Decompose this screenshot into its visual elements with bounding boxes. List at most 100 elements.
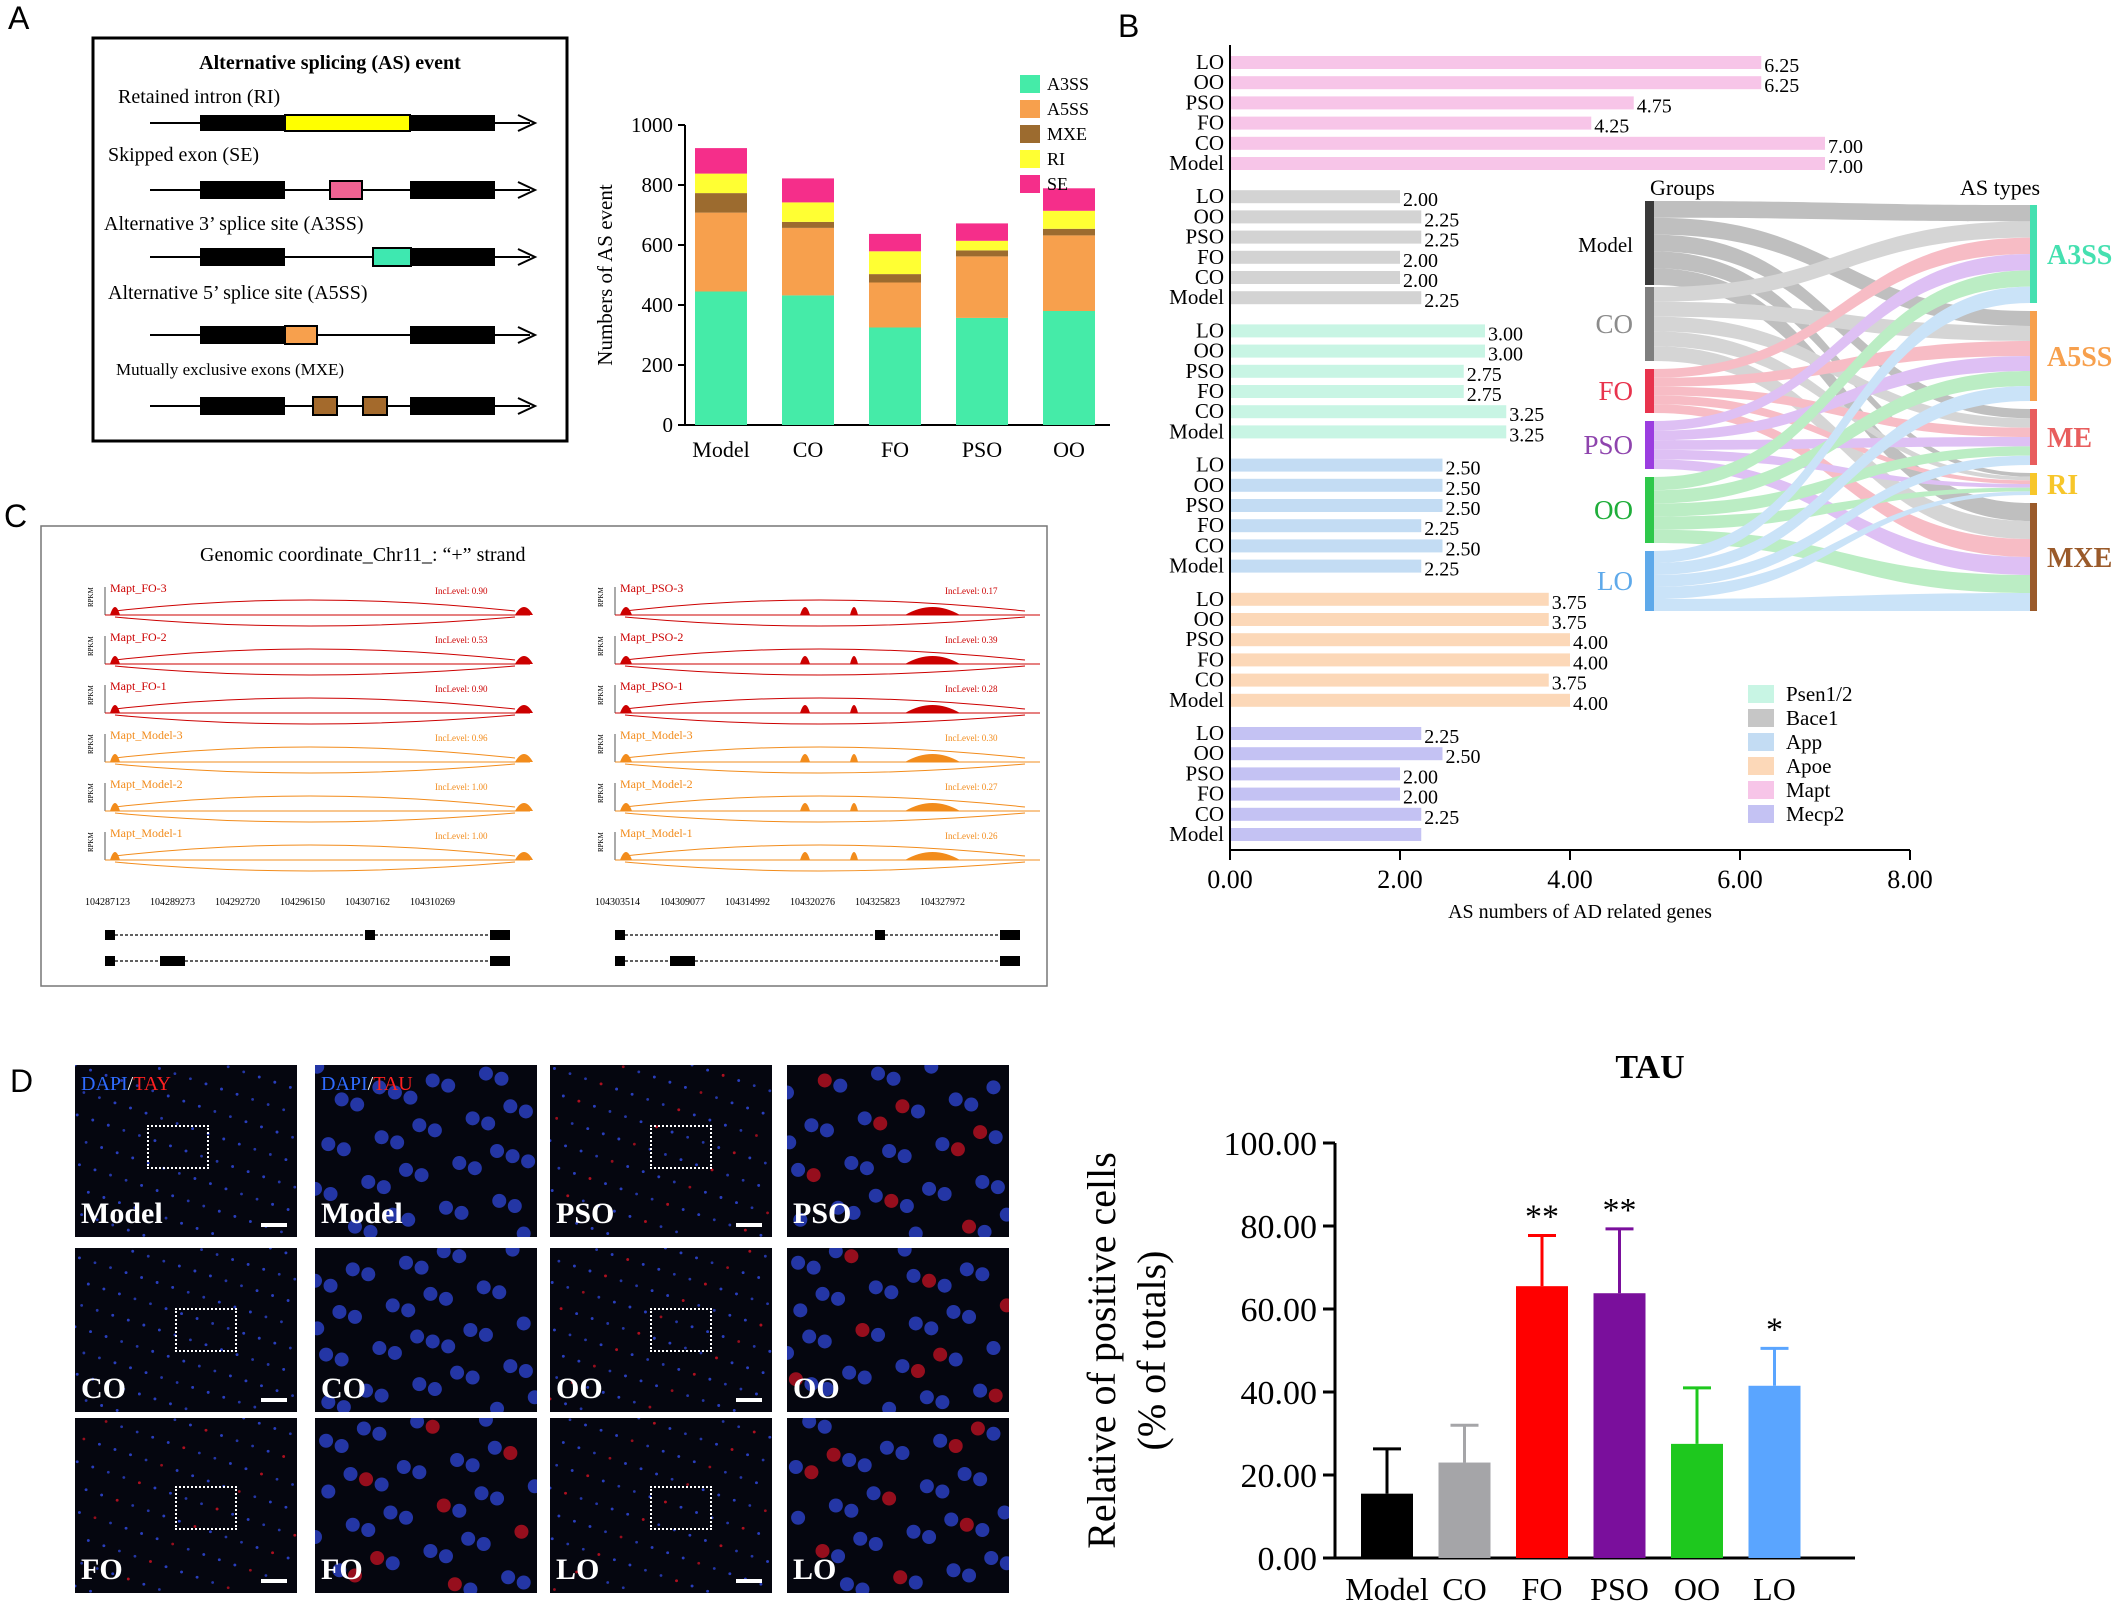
bar-segment-ri xyxy=(869,251,921,275)
cell-nuclei-texture xyxy=(788,1418,1009,1593)
y-tick-label: 0.00 xyxy=(1258,1541,1318,1578)
coverage-peak xyxy=(800,852,810,860)
bar-segment-se xyxy=(869,233,921,252)
inc-level: IncLevel: 0.53 xyxy=(435,635,488,645)
legend-swatch xyxy=(1020,175,1040,193)
value-label: 6.25 xyxy=(1764,75,1799,97)
cell-nuclei-texture xyxy=(315,1065,536,1237)
x-tick-label: Model xyxy=(692,437,749,462)
sankey-node-co xyxy=(1645,287,1654,361)
hbar-psen1-2 xyxy=(1230,405,1507,419)
x-tick-label: 8.00 xyxy=(1887,865,1933,894)
chart-title: TAU xyxy=(1615,1049,1684,1086)
y-tick-label: 0 xyxy=(663,413,674,437)
sankey-flow xyxy=(1654,301,2030,341)
hbar-mapt xyxy=(1230,116,1592,130)
sashimi-track: RPKM Mapt_Model-1 IncLevel: 1.00 xyxy=(87,826,533,872)
value-label: 3.75 xyxy=(1552,673,1587,695)
x-tick-label: CO xyxy=(1442,1571,1486,1607)
y-tick-label: 400 xyxy=(642,293,674,317)
value-label: 2.25 xyxy=(1424,807,1459,829)
category-label: OO xyxy=(1194,70,1224,94)
hbar-apoe xyxy=(1230,673,1549,687)
sankey-node-pso xyxy=(1645,421,1654,469)
sashimi-track: RPKM Mapt_FO-1 IncLevel: 0.90 xyxy=(87,679,533,725)
junction-arc xyxy=(624,763,1026,774)
bar-segment-ri xyxy=(782,202,834,222)
coverage-peak xyxy=(515,705,533,713)
hbar-mecp2 xyxy=(1230,767,1400,781)
value-label: 7.00 xyxy=(1828,156,1863,178)
significance-marker: ** xyxy=(1525,1199,1559,1236)
x-tick-label: 6.00 xyxy=(1717,865,1763,894)
category-label: Model xyxy=(1169,285,1224,309)
value-label: 2.25 xyxy=(1424,559,1459,581)
inc-level: IncLevel: 0.39 xyxy=(945,635,998,645)
coordinate-label: 104310269 xyxy=(410,897,455,908)
inc-level: IncLevel: 0.96 xyxy=(435,733,488,743)
value-label: 4.00 xyxy=(1573,652,1608,674)
sankey-node-me xyxy=(2030,409,2037,465)
junction-arc xyxy=(624,844,1026,857)
inc-level: IncLevel: 0.27 xyxy=(945,782,998,792)
category-label: FO xyxy=(1197,782,1224,806)
micrograph-label: FO xyxy=(81,1553,123,1586)
junction-arc xyxy=(624,795,1026,808)
coordinate-label: 104292720 xyxy=(215,897,260,908)
tau-bar xyxy=(1671,1443,1723,1558)
legend-swatch xyxy=(1748,805,1774,823)
cell-nuclei-texture xyxy=(787,1248,1009,1412)
junction-arc xyxy=(114,599,516,612)
hbar-bace1 xyxy=(1230,250,1400,264)
junction-arc xyxy=(624,599,1026,612)
hbar-apoe xyxy=(1230,693,1570,707)
rpkm-label: RPKM xyxy=(87,586,95,607)
sankey-flow xyxy=(1654,437,2030,450)
sashimi-track: RPKM Mapt_PSO-3 IncLevel: 0.17 xyxy=(597,581,1040,627)
junction-arc xyxy=(624,812,1026,823)
junction-arc xyxy=(114,697,516,710)
tau-bar xyxy=(1438,1462,1491,1558)
hbar-app xyxy=(1230,539,1443,553)
sankey-left-label: OO xyxy=(1594,495,1633,525)
immunofluorescence-grid: Model DAPI/TAY Model DAPI/TAU PSO PSO CO CO OO OO… xyxy=(75,1065,1065,1615)
tag-separator: / xyxy=(367,1073,374,1095)
x-tick-label: FO xyxy=(881,437,909,462)
bar-segment-a3ss xyxy=(1043,311,1095,425)
micrograph-label: PSO xyxy=(556,1197,615,1230)
category-label: Model xyxy=(1169,688,1224,712)
hbar-psen1-2 xyxy=(1230,385,1464,398)
value-label: 6.25 xyxy=(1764,55,1799,77)
category-label: PSO xyxy=(1185,225,1224,249)
sankey-flow xyxy=(1654,487,2030,530)
x-tick-label: 2.00 xyxy=(1377,865,1423,894)
inc-level: IncLevel: 0.28 xyxy=(945,684,998,694)
bar-segment-a5ss xyxy=(956,256,1008,318)
tau-bar xyxy=(1748,1385,1801,1558)
hbar-bace1 xyxy=(1230,230,1422,244)
splicing-diagram: Alternative splicing (AS) event Retained… xyxy=(91,36,569,443)
bar-segment-a3ss xyxy=(956,317,1008,425)
bar-segment-se xyxy=(782,178,834,203)
x-tick-label: OO xyxy=(1053,437,1085,462)
category-label: Model xyxy=(1169,822,1224,846)
coverage-peak xyxy=(850,852,858,860)
sankey-flow xyxy=(1654,254,2030,431)
hbar-mecp2 xyxy=(1230,828,1422,841)
y-axis-title-line2: (% of totals) xyxy=(1129,1251,1174,1451)
category-label: LO xyxy=(1196,453,1224,477)
rpkm-label: RPKM xyxy=(87,733,95,754)
legend-label: MXE xyxy=(1047,124,1087,144)
micrograph-panel: Model DAPI/TAY xyxy=(75,1065,297,1237)
cell-nuclei-texture xyxy=(315,1248,537,1412)
value-label: 4.75 xyxy=(1637,95,1672,117)
exon-block xyxy=(365,930,375,940)
junction-arc xyxy=(624,616,1026,627)
sankey-node-lo xyxy=(1645,551,1654,611)
coverage-peak xyxy=(800,607,810,615)
micrograph-panel: PSO xyxy=(550,1065,772,1237)
tau-bar xyxy=(1361,1493,1413,1558)
sashimi-track: RPKM Mapt_Model-2 IncLevel: 1.00 xyxy=(87,777,533,823)
hbar-app xyxy=(1230,499,1443,512)
zoom-region-box xyxy=(147,1125,209,1169)
